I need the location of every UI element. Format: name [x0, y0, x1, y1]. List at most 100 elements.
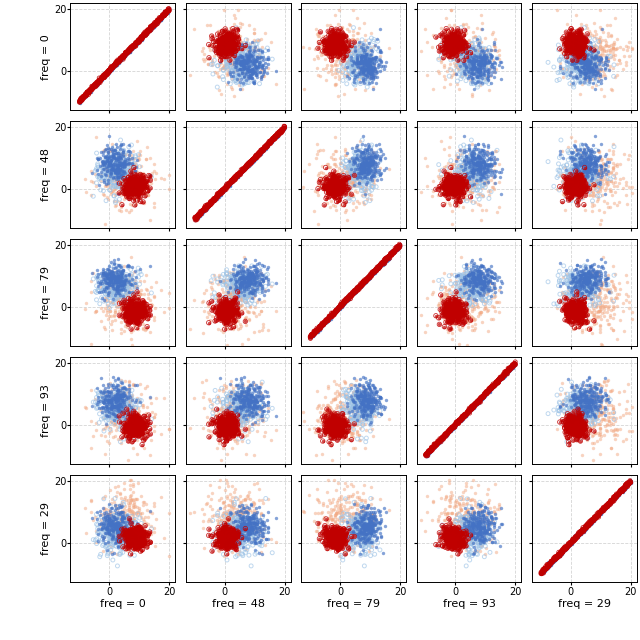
Point	[610, 293, 620, 303]
Point	[126, 167, 136, 177]
Point	[356, 279, 366, 289]
Point	[624, 51, 634, 61]
Point	[476, 289, 486, 300]
Point	[493, 374, 504, 385]
Point	[234, 54, 244, 65]
Point	[605, 412, 615, 422]
Point	[245, 513, 255, 524]
Point	[588, 314, 598, 324]
Point	[582, 52, 592, 62]
Point	[581, 288, 591, 298]
Point	[215, 39, 225, 49]
Point	[119, 529, 129, 540]
Point	[481, 303, 491, 313]
Point	[445, 37, 455, 47]
Point	[230, 287, 240, 298]
Point	[252, 67, 262, 77]
Point	[473, 516, 483, 527]
Point	[211, 192, 221, 202]
Point	[116, 175, 126, 186]
Point	[133, 413, 143, 424]
Point	[580, 425, 591, 435]
Point	[481, 164, 491, 174]
Point	[460, 60, 470, 70]
Point	[443, 187, 453, 197]
Point	[569, 53, 579, 63]
Point	[246, 266, 257, 276]
Point	[334, 180, 344, 191]
Point	[460, 410, 470, 420]
Point	[579, 167, 589, 177]
Point	[221, 307, 232, 317]
Point	[108, 400, 118, 410]
Point	[569, 36, 579, 46]
Point	[481, 543, 492, 554]
Point	[374, 506, 385, 516]
Point	[340, 205, 351, 216]
Point	[444, 39, 454, 49]
Point	[117, 53, 127, 63]
Point	[560, 187, 570, 197]
Point	[206, 531, 216, 541]
Point	[134, 35, 144, 45]
Point	[113, 504, 123, 514]
Point	[111, 162, 121, 172]
Point	[603, 392, 613, 403]
Point	[468, 165, 478, 175]
Point	[571, 308, 581, 318]
Point	[474, 153, 484, 163]
Point	[330, 421, 340, 431]
Point	[476, 268, 486, 278]
Point	[565, 426, 575, 436]
Point	[352, 176, 362, 186]
Point	[364, 177, 374, 187]
Point	[237, 402, 248, 412]
Point	[468, 53, 479, 63]
Point	[566, 280, 576, 291]
Point	[221, 182, 231, 192]
Point	[569, 299, 579, 309]
Point	[444, 186, 454, 196]
Point	[217, 525, 227, 536]
Point	[330, 178, 340, 188]
Point	[110, 276, 120, 286]
Point	[331, 307, 341, 317]
Point	[445, 184, 456, 195]
Point	[470, 399, 480, 410]
Point	[228, 175, 239, 186]
Point	[77, 93, 88, 103]
Point	[111, 412, 122, 422]
Point	[470, 534, 480, 544]
Point	[573, 164, 584, 174]
Point	[222, 303, 232, 314]
Point	[438, 431, 449, 442]
Point	[473, 509, 483, 519]
Point	[574, 285, 584, 295]
Point	[572, 402, 582, 412]
Point	[449, 421, 459, 431]
Point	[548, 556, 558, 566]
Point	[588, 170, 598, 180]
Point	[241, 312, 252, 322]
Point	[139, 307, 149, 317]
Point	[364, 522, 374, 532]
Point	[355, 430, 365, 440]
Point	[381, 255, 391, 266]
Point	[134, 418, 144, 428]
Point	[235, 289, 245, 299]
Point	[461, 159, 471, 169]
Point	[476, 284, 486, 294]
Point	[465, 74, 475, 84]
Point	[202, 200, 212, 210]
Point	[451, 539, 461, 549]
Point	[471, 157, 481, 168]
Point	[575, 285, 585, 295]
Point	[104, 160, 114, 170]
Point	[424, 447, 434, 458]
Point	[364, 518, 374, 529]
Point	[330, 40, 340, 51]
Point	[572, 43, 582, 53]
Point	[467, 507, 477, 517]
Point	[223, 524, 233, 534]
Point	[488, 45, 499, 56]
